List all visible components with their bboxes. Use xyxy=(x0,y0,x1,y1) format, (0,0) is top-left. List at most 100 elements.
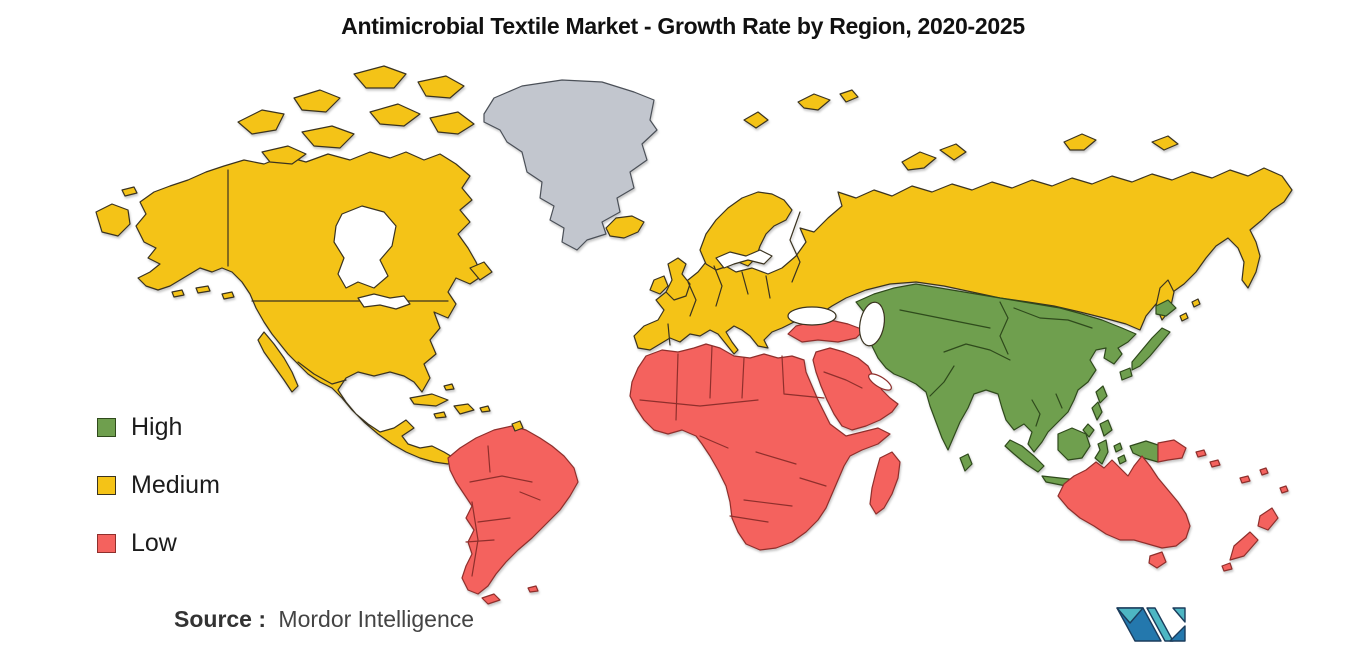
great-britain xyxy=(665,257,691,301)
region-caribbean xyxy=(409,383,524,432)
arctic-island xyxy=(743,111,769,129)
africa-border xyxy=(781,355,825,399)
africa-border xyxy=(729,515,769,523)
great-lakes xyxy=(357,293,411,310)
africa-border xyxy=(799,477,827,487)
moluccas xyxy=(1117,454,1127,465)
region-africa xyxy=(629,343,901,551)
hispaniola xyxy=(453,403,475,415)
svalbard xyxy=(839,89,859,103)
legend-item-low: Low xyxy=(97,529,220,558)
persian-gulf xyxy=(868,373,892,391)
borneo xyxy=(1057,427,1091,461)
madagascar xyxy=(869,451,901,515)
europe-russia-border xyxy=(789,211,801,283)
source-prefix: Source : xyxy=(174,606,267,632)
new-guinea-east xyxy=(1157,439,1187,463)
legend-item-high: High xyxy=(97,413,220,442)
china-west-border xyxy=(999,301,1009,355)
new-zealand-north xyxy=(1257,507,1279,531)
sa-border xyxy=(519,491,541,501)
cuba xyxy=(409,393,449,407)
honshu xyxy=(1131,327,1171,371)
europe-border xyxy=(741,271,749,295)
pacific-island xyxy=(1239,475,1251,484)
novaya-zemlya xyxy=(901,151,937,171)
caspian-sea xyxy=(858,301,886,347)
region-south-america xyxy=(447,425,579,605)
africa-border xyxy=(755,451,797,465)
region-middle-east xyxy=(787,319,899,431)
africa-border xyxy=(675,353,679,421)
taiwan xyxy=(1095,385,1108,404)
svalbard xyxy=(797,93,831,111)
arabian-peninsula xyxy=(812,347,899,431)
hudson-bay xyxy=(333,205,397,289)
europe-border xyxy=(687,281,697,317)
moluccas xyxy=(1113,442,1123,453)
sa-border xyxy=(469,475,533,483)
pacific-island xyxy=(1279,485,1289,494)
arabia-border xyxy=(823,371,863,389)
ireland xyxy=(649,275,669,295)
eurasia-mainland xyxy=(633,167,1293,355)
arctic-island xyxy=(301,125,355,149)
falkland-islands xyxy=(527,585,539,593)
india-pakistan-border xyxy=(929,365,955,397)
europe-border xyxy=(765,275,771,299)
aleutian-island xyxy=(221,291,235,300)
novaya-zemlya xyxy=(939,143,967,161)
africa-border xyxy=(709,345,713,399)
sulawesi xyxy=(1094,439,1109,465)
aleutian-island xyxy=(171,289,185,298)
arctic-island xyxy=(293,89,341,113)
logo-shapes xyxy=(1116,607,1186,642)
baja-california xyxy=(257,331,299,393)
arctic-island xyxy=(261,145,307,165)
new-zealand-south xyxy=(1229,531,1259,561)
indochina-border xyxy=(1055,393,1063,409)
black-sea xyxy=(787,306,837,326)
logo-right-triangle-bottom xyxy=(1169,625,1186,642)
pacific-island xyxy=(1195,449,1207,458)
africa-mainland xyxy=(629,343,891,551)
central-asia-border xyxy=(899,309,991,329)
arctic-island xyxy=(353,65,407,89)
puerto-rico xyxy=(479,405,491,413)
chart-title: Antimicrobial Textile Market - Growth Ra… xyxy=(341,13,1025,39)
australia xyxy=(1057,455,1191,549)
mongolia-border xyxy=(1013,307,1093,329)
india-north-border xyxy=(943,343,1011,361)
newfoundland xyxy=(469,261,493,281)
kuril-island xyxy=(1191,298,1201,308)
tierra-del-fuego xyxy=(481,593,501,605)
medium-swatch xyxy=(97,476,116,495)
pacific-island xyxy=(1221,562,1233,572)
iberia-border xyxy=(667,323,671,346)
region-oceania xyxy=(1057,439,1289,572)
pacific-island xyxy=(1259,467,1269,476)
greenland-shape xyxy=(483,79,658,251)
arctic-island xyxy=(369,103,421,127)
arctic-island xyxy=(429,111,475,135)
arctic-island xyxy=(417,75,465,99)
source-line: Source : Mordor Intelligence xyxy=(174,606,474,633)
arctic-island xyxy=(1063,133,1097,151)
sa-border xyxy=(471,501,479,577)
sa-border xyxy=(477,517,511,523)
chukotka-fragment xyxy=(121,186,138,197)
africa-border xyxy=(699,435,729,449)
sri-lanka xyxy=(959,453,973,472)
asia-mainland xyxy=(855,283,1137,453)
legend-label: Low xyxy=(131,529,177,557)
source-name: Mordor Intelligence xyxy=(278,606,475,632)
africa-border xyxy=(743,499,793,507)
sumatra xyxy=(1004,439,1045,473)
legend-item-medium: Medium xyxy=(97,471,220,500)
indochina-border xyxy=(1031,399,1041,427)
africa-border xyxy=(741,357,745,399)
legend: High Medium Low xyxy=(97,413,220,558)
iceland xyxy=(605,215,645,239)
